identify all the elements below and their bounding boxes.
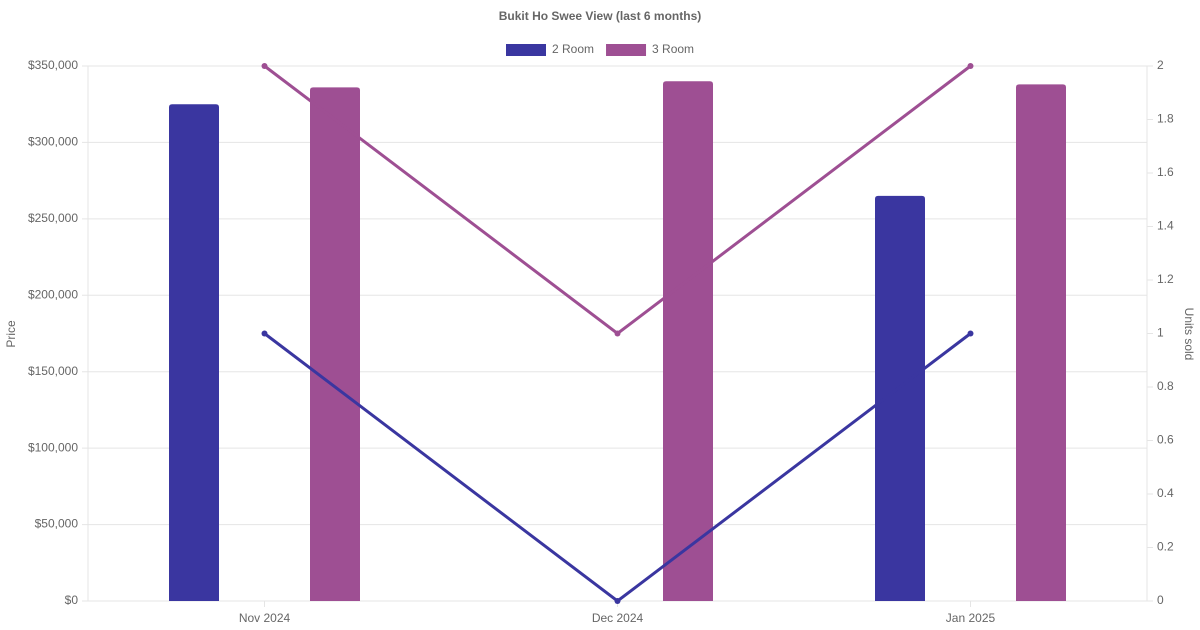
- y-tick-label: $50,000: [35, 517, 79, 531]
- line-point: [967, 330, 974, 337]
- y-tick-label: $350,000: [28, 58, 78, 72]
- line: [263, 332, 972, 603]
- bar: [310, 87, 360, 601]
- x-tick-label: Nov 2024: [239, 611, 291, 625]
- line-point: [614, 598, 621, 604]
- y-tick-label: $150,000: [28, 364, 78, 378]
- y2-tick-label: 0.2: [1157, 540, 1174, 554]
- y2-tick-label: 1.8: [1157, 112, 1174, 126]
- y-tick-label: $200,000: [28, 287, 78, 301]
- x-tick-label: Dec 2024: [592, 611, 644, 625]
- y2-tick-label: 1: [1157, 326, 1164, 340]
- y2-tick-label: 0.4: [1157, 486, 1174, 500]
- chart-title: Bukit Ho Swee View (last 6 months): [499, 9, 702, 23]
- bar: [663, 81, 713, 602]
- legend-label: 2 Room: [552, 42, 594, 56]
- legend-label: 3 Room: [652, 42, 694, 56]
- line-point: [261, 63, 268, 69]
- line-point: [261, 330, 268, 337]
- y-tick-label: $250,000: [28, 211, 78, 225]
- legend-swatch: [606, 44, 647, 56]
- y2-tick-label: 1.6: [1157, 165, 1174, 179]
- y2-tick-label: 0: [1157, 593, 1164, 607]
- y2-tick-label: 0.6: [1157, 433, 1174, 447]
- bar: [875, 195, 925, 601]
- y2-tick-label: 0.8: [1157, 379, 1174, 393]
- line-point: [614, 330, 621, 337]
- y-tick-label: $0: [65, 593, 79, 607]
- bar: [169, 104, 219, 601]
- line-point: [967, 63, 974, 69]
- y2-tick-label: 1.4: [1157, 219, 1174, 233]
- bar: [1016, 84, 1066, 602]
- y-axis-title: Price: [4, 320, 18, 348]
- y-tick-label: $300,000: [28, 135, 78, 149]
- y2-axis-title: Units sold: [1182, 308, 1196, 361]
- x-tick-label: Jan 2025: [946, 611, 996, 625]
- legend-swatch: [506, 44, 546, 56]
- y-tick-label: $100,000: [28, 440, 78, 454]
- y2-tick-label: 1.2: [1157, 272, 1174, 286]
- line: [263, 64, 972, 336]
- y2-tick-label: 2: [1157, 58, 1164, 72]
